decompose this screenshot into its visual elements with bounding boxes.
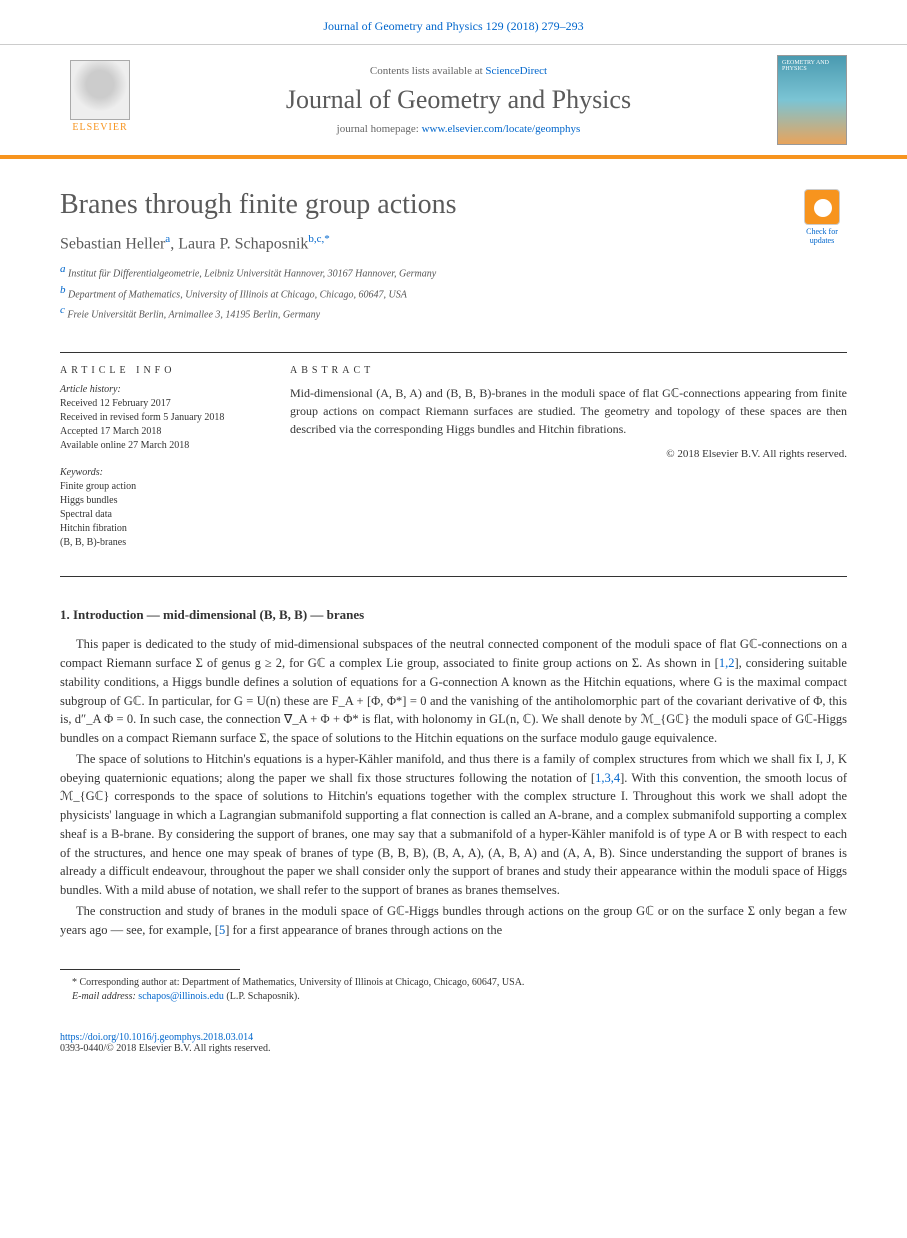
author-2-sup[interactable]: b,c,* <box>308 233 329 245</box>
affiliations: a Institut für Differentialgeometrie, Le… <box>60 261 457 322</box>
publisher-name: ELSEVIER <box>72 122 127 133</box>
author-1-sup[interactable]: a <box>165 233 170 245</box>
affiliation-b: Department of Mathematics, University of… <box>68 289 407 300</box>
corresponding-author: * Corresponding author at: Department of… <box>60 976 847 990</box>
aff-marker-c: c <box>60 304 65 316</box>
abstract-head: ABSTRACT <box>290 365 847 376</box>
aff-marker-b: b <box>60 284 66 296</box>
keyword-4: Hitchin fibration <box>60 522 250 536</box>
publisher-logo[interactable]: ELSEVIER <box>60 60 140 140</box>
keywords-head: Keywords: <box>60 467 250 478</box>
contents-label: Contents lists available at ScienceDirec… <box>160 65 757 77</box>
email-name: (L.P. Schaposnik). <box>224 991 300 1002</box>
homepage-link[interactable]: www.elsevier.com/locate/geomphys <box>422 123 581 135</box>
cover-label: GEOMETRY AND PHYSICS <box>782 60 846 72</box>
history-accepted: Accepted 17 March 2018 <box>60 425 250 439</box>
doi-link[interactable]: https://doi.org/10.1016/j.geomphys.2018.… <box>60 1032 847 1043</box>
section-1-head: 1. Introduction — mid-dimensional (B, B,… <box>60 607 847 623</box>
elsevier-tree-icon <box>70 60 130 120</box>
check-updates-text: Check for updates <box>797 227 847 245</box>
history-received: Received 12 February 2017 <box>60 397 250 411</box>
affiliation-a: Institut für Differentialgeometrie, Leib… <box>68 269 436 280</box>
crossmark-icon <box>804 189 840 225</box>
email-link[interactable]: schapos@illinois.edu <box>138 991 224 1002</box>
keyword-2: Higgs bundles <box>60 494 250 508</box>
journal-cover-thumbnail[interactable]: GEOMETRY AND PHYSICS <box>777 55 847 145</box>
section-1-title: 1. Introduction — mid-dimensional (B, B,… <box>60 607 364 622</box>
affiliation-c: Freie Universität Berlin, Arnimallee 3, … <box>67 309 320 320</box>
abstract-copyright: © 2018 Elsevier B.V. All rights reserved… <box>290 448 847 460</box>
homepage-prefix: journal homepage: <box>337 123 422 135</box>
article-info-head: ARTICLE INFO <box>60 365 250 376</box>
footnote-separator <box>60 969 240 970</box>
author-1: Sebastian Heller <box>60 235 165 252</box>
abstract-text: Mid-dimensional (A, B, A) and (B, B, B)-… <box>290 384 847 438</box>
history-online: Available online 27 March 2018 <box>60 439 250 453</box>
history-head: Article history: <box>60 384 250 395</box>
history-revised: Received in revised form 5 January 2018 <box>60 411 250 425</box>
paragraph-3: The construction and study of branes in … <box>60 902 847 940</box>
journal-title: Journal of Geometry and Physics <box>160 85 757 115</box>
aff-marker-a: a <box>60 263 66 275</box>
keyword-5: (B, B, B)-branes <box>60 536 250 550</box>
sciencedirect-link[interactable]: ScienceDirect <box>485 65 547 77</box>
paper-title: Branes through finite group actions <box>60 189 457 221</box>
author-2: Laura P. Schaposnik <box>178 235 308 252</box>
check-updates-badge[interactable]: Check for updates <box>797 189 847 245</box>
masthead: ELSEVIER Contents lists available at Sci… <box>0 44 907 159</box>
issn-copyright: 0393-0440/© 2018 Elsevier B.V. All right… <box>60 1043 847 1054</box>
contents-prefix: Contents lists available at <box>370 65 485 77</box>
keyword-1: Finite group action <box>60 480 250 494</box>
journal-reference: Journal of Geometry and Physics 129 (201… <box>323 19 583 33</box>
homepage-label: journal homepage: www.elsevier.com/locat… <box>160 123 757 135</box>
email-label: E-mail address: <box>72 991 138 1002</box>
paragraph-2: The space of solutions to Hitchin's equa… <box>60 750 847 900</box>
author-list: Sebastian Hellera, Laura P. Schaposnikb,… <box>60 233 457 253</box>
keyword-3: Spectral data <box>60 508 250 522</box>
email-line: E-mail address: schapos@illinois.edu (L.… <box>60 990 847 1004</box>
paragraph-1: This paper is dedicated to the study of … <box>60 635 847 748</box>
